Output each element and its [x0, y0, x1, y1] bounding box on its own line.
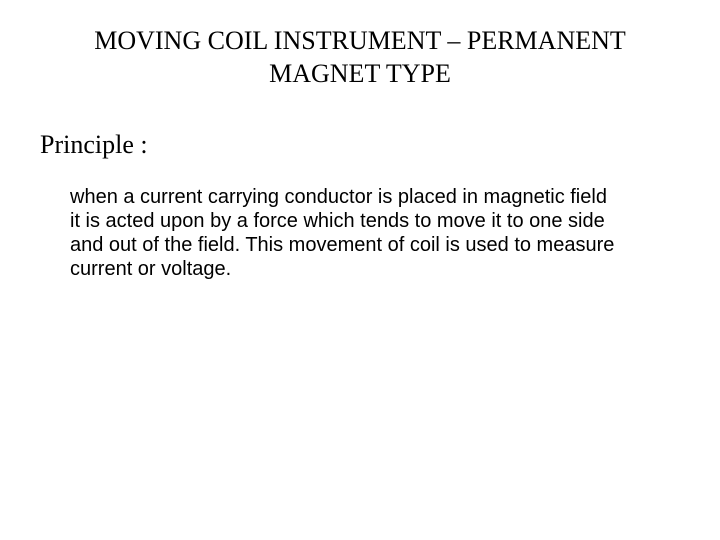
- section-heading: Principle :: [40, 130, 680, 160]
- slide-title: MOVING COIL INSTRUMENT – PERMANENT MAGNE…: [40, 25, 680, 90]
- body-paragraph: when a current carrying conductor is pla…: [70, 185, 620, 281]
